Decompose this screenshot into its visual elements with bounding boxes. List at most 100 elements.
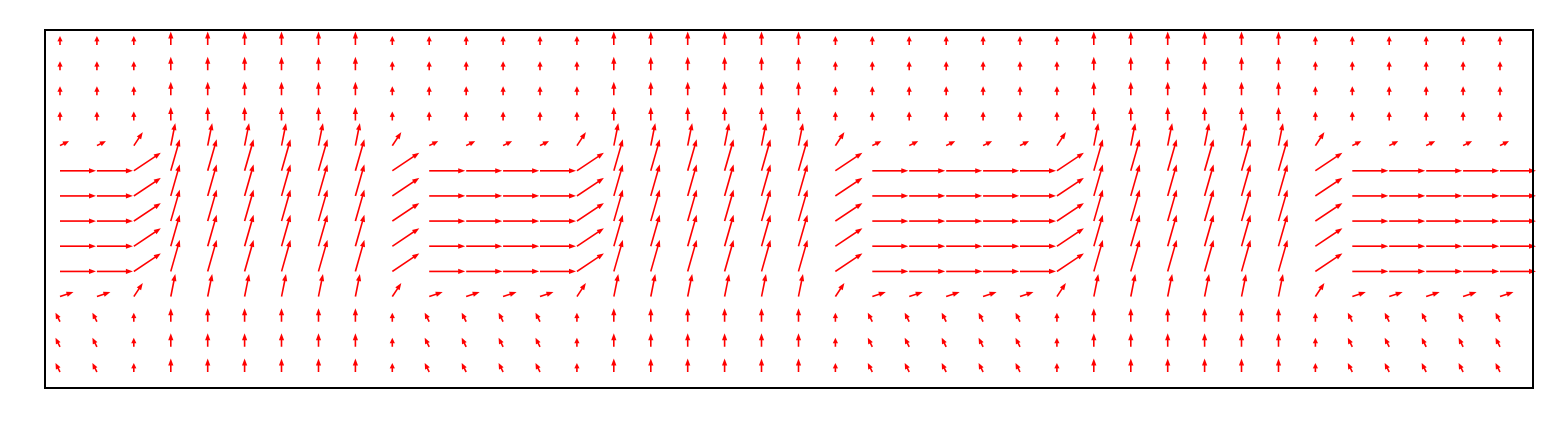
arrow [1203,239,1215,272]
arrow [466,218,503,224]
arrow [760,214,772,247]
arrow [983,193,1020,199]
arrow [55,337,61,348]
arrow [576,152,604,172]
arrow [168,358,174,372]
arrow [1054,61,1060,71]
arrow [1128,81,1134,96]
arrow [795,333,802,347]
arrow [650,189,661,222]
arrow [760,139,772,171]
arrow [133,177,161,197]
arrow [1202,308,1208,322]
arrow [168,81,174,96]
arrow [1277,123,1285,146]
arrow [131,312,137,322]
arrow [424,312,430,323]
arrow [1165,333,1171,347]
arrow [648,308,654,322]
arrow [797,139,808,171]
arrow [650,214,661,247]
arrow [1463,168,1500,174]
arrow [760,123,768,146]
arrow [539,141,549,147]
arrow [60,218,96,224]
arrow [1203,139,1215,171]
arrow [795,358,802,372]
arrow [978,337,984,348]
arrow [758,56,765,71]
arrow [1312,312,1318,322]
arrow [1017,111,1023,121]
arrow [59,141,69,147]
arrow [540,193,576,199]
arrow [1020,243,1056,249]
arrow [389,61,395,71]
arrow [57,61,63,71]
arrow [168,333,174,347]
arrow [168,107,174,121]
arrow [133,283,143,297]
arrow [1020,268,1056,274]
arrow [832,312,838,322]
arrow [94,111,100,121]
arrow [686,214,698,247]
arrow [60,168,96,174]
arrow [206,239,218,272]
arrow [354,139,365,171]
arrow [941,312,947,323]
arrow [352,81,358,96]
arrow [280,189,292,222]
arrow [503,193,540,199]
arrow [1054,363,1060,372]
arrow [391,283,402,297]
arrow [242,308,248,322]
arrow [354,214,365,247]
arrow [906,61,912,71]
arrow [1352,243,1389,249]
arrow [168,56,174,71]
arrow [1277,239,1288,272]
arrow [205,107,211,121]
arrow [650,123,657,146]
arrow [57,111,63,121]
arrow [795,81,802,96]
arrow [1463,243,1500,249]
arrow [205,31,211,45]
arrow [1500,268,1536,274]
arrow [317,139,328,171]
arrow [278,81,285,96]
arrow [1499,141,1509,147]
arrow [797,189,808,222]
arrow [1166,164,1178,197]
arrow [540,218,576,224]
arrow [426,111,432,121]
arrow [1130,139,1141,171]
arrow [1275,358,1282,372]
arrow [1386,86,1392,96]
arrow [1497,111,1503,121]
arrow [760,189,772,222]
arrow [574,61,580,71]
arrow [1389,193,1426,199]
arrow [758,358,765,372]
arrow [1093,139,1104,171]
arrow [834,152,863,172]
arrow [133,152,161,172]
arrow [982,141,993,147]
arrow [1495,312,1501,323]
arrow [498,363,504,373]
arrow [280,139,292,171]
arrow [1240,239,1252,272]
arrow [206,164,218,197]
arrow [57,86,63,96]
arrow [613,274,620,297]
arrow [1056,203,1084,222]
arrow [1312,363,1318,372]
arrow [909,291,923,298]
arrow [758,31,765,45]
arrow [1240,123,1248,146]
arrow [1130,239,1141,272]
arrow [205,333,211,347]
arrow [872,291,886,298]
